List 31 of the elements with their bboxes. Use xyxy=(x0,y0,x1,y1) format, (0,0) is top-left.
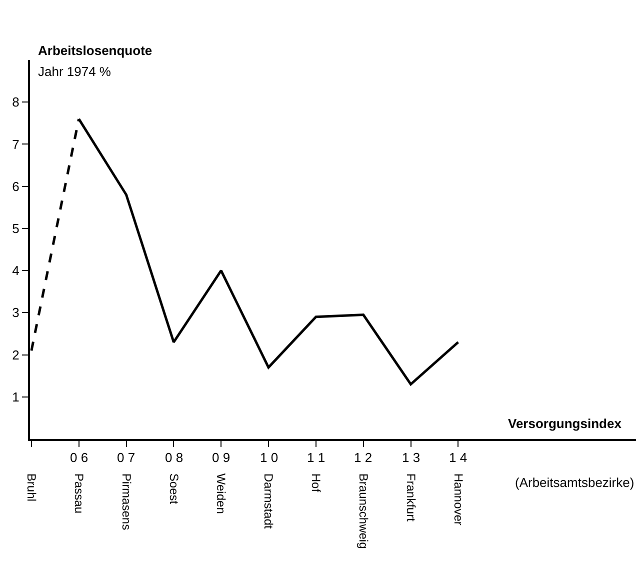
annotation: 0 8 xyxy=(165,450,184,465)
x-tick-label: Frankfurt xyxy=(404,473,418,522)
x-tick-label: Pirmasens xyxy=(119,473,134,530)
y-tick-label: 1 xyxy=(12,389,20,404)
x-tick-label: Soest xyxy=(166,473,181,505)
annotation: 0 7 xyxy=(117,450,136,465)
text: (Arbeitsamtsbezirke) xyxy=(515,475,634,490)
chart-subtitle: Jahr 1974 % xyxy=(38,64,112,79)
x-tick-label: Braunschweig xyxy=(356,473,370,549)
y-tick-label: 8 xyxy=(12,94,20,110)
y-tick-label: 5 xyxy=(12,220,20,236)
annotation: 1 3 xyxy=(402,450,420,465)
x-tick-label: Hof xyxy=(309,473,324,493)
annotation: 1 0 xyxy=(260,450,278,465)
x-tick-label: Passau xyxy=(72,473,86,514)
x-tick-label: Darmstadt xyxy=(262,473,276,530)
y-tick-label: 2 xyxy=(12,347,20,362)
annotation: 1 2 xyxy=(354,450,372,465)
annotation: 0 9 xyxy=(212,450,230,465)
x-tick-label: Hannover xyxy=(451,473,466,526)
x-tick-label: Bruhl xyxy=(24,473,39,502)
y-tick-label: 6 xyxy=(12,178,20,194)
annotation: 1 1 xyxy=(307,450,326,465)
y-tick-label: 3 xyxy=(12,305,20,320)
annotation: 0 6 xyxy=(70,450,88,465)
x-tick-label: Weiden xyxy=(214,473,228,514)
y-tick-label: 4 xyxy=(12,263,20,278)
y-axis-title: Arbeitslosenquote xyxy=(38,43,152,58)
y-tick-label: 7 xyxy=(12,136,20,152)
annotation: 1 4 xyxy=(449,450,468,465)
x-axis-title: Versorgungsindex xyxy=(508,416,622,431)
